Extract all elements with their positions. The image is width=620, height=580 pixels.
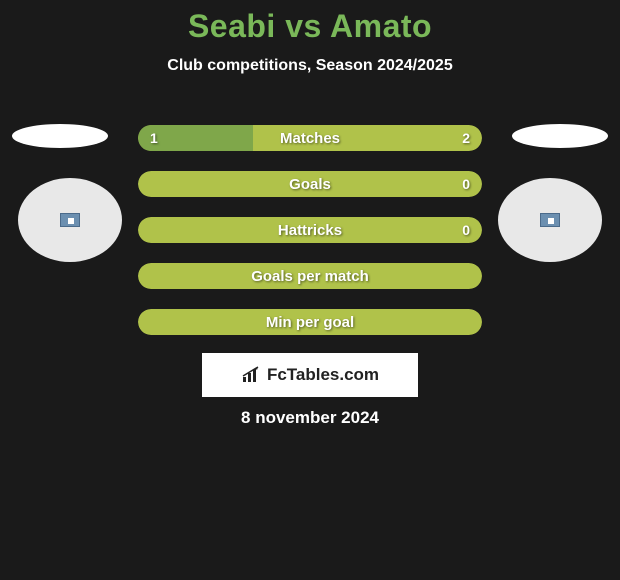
bar-label: Hattricks [138, 222, 482, 239]
chart-icon [241, 366, 263, 384]
logo-label: FcTables.com [267, 365, 379, 385]
site-logo: FcTables.com [202, 353, 418, 397]
bar-label: Goals per match [138, 268, 482, 285]
bar-label: Min per goal [138, 314, 482, 331]
bar-right-value: 2 [462, 130, 470, 146]
stat-bar: Goals0 [138, 171, 482, 197]
stat-bar: Goals per match [138, 263, 482, 289]
bar-right-value: 0 [462, 176, 470, 192]
comparison-bars: 1Matches2Goals0Hattricks0Goals per match… [138, 125, 482, 355]
page-title: Seabi vs Amato [0, 0, 620, 45]
bar-right-value: 0 [462, 222, 470, 238]
page-subtitle: Club competitions, Season 2024/2025 [0, 57, 620, 75]
bar-label: Matches [138, 130, 482, 147]
player-right-avatar [498, 178, 602, 262]
placeholder-icon [60, 213, 80, 227]
bar-label: Goals [138, 176, 482, 193]
player-left-avatar [18, 178, 122, 262]
logo-text: FcTables.com [241, 365, 379, 385]
player-right-ellipse [512, 124, 608, 148]
date-text: 8 november 2024 [0, 408, 620, 428]
stat-bar: Min per goal [138, 309, 482, 335]
stat-bar: Hattricks0 [138, 217, 482, 243]
placeholder-icon [540, 213, 560, 227]
stat-bar: 1Matches2 [138, 125, 482, 151]
player-left-ellipse [12, 124, 108, 148]
